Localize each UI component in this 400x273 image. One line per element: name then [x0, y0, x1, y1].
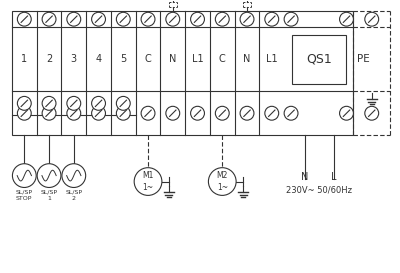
Bar — [292, 35, 346, 84]
Circle shape — [92, 12, 106, 26]
Text: 3: 3 — [71, 54, 77, 64]
Circle shape — [116, 12, 130, 26]
Text: 1: 1 — [21, 54, 27, 64]
Circle shape — [92, 96, 106, 110]
Circle shape — [365, 12, 379, 26]
Circle shape — [265, 12, 279, 26]
Circle shape — [42, 106, 56, 120]
Text: L1: L1 — [192, 54, 203, 64]
Circle shape — [284, 106, 298, 120]
Text: 4: 4 — [96, 54, 102, 64]
Circle shape — [190, 106, 204, 120]
Circle shape — [215, 106, 229, 120]
Circle shape — [265, 106, 279, 120]
Circle shape — [17, 106, 31, 120]
Circle shape — [284, 12, 298, 26]
Circle shape — [340, 106, 354, 120]
Circle shape — [42, 12, 56, 26]
Text: PE: PE — [357, 54, 370, 64]
Text: N: N — [243, 54, 251, 64]
Text: M2
1~: M2 1~ — [216, 171, 228, 192]
Circle shape — [67, 96, 81, 110]
Circle shape — [42, 96, 56, 110]
Circle shape — [116, 96, 130, 110]
Circle shape — [240, 106, 254, 120]
Circle shape — [67, 12, 81, 26]
Text: L: L — [331, 172, 337, 182]
Circle shape — [37, 164, 61, 188]
Text: 2: 2 — [46, 54, 52, 64]
Text: N: N — [169, 54, 176, 64]
Bar — [12, 11, 354, 135]
Text: 230V~ 50/60Hz: 230V~ 50/60Hz — [286, 186, 352, 195]
Circle shape — [62, 164, 86, 188]
Circle shape — [141, 106, 155, 120]
Circle shape — [215, 12, 229, 26]
Circle shape — [240, 12, 254, 26]
Circle shape — [17, 12, 31, 26]
Text: C: C — [145, 54, 152, 64]
Circle shape — [17, 96, 31, 110]
Circle shape — [141, 12, 155, 26]
Circle shape — [190, 12, 204, 26]
Text: QS1: QS1 — [306, 53, 332, 66]
Text: 5: 5 — [120, 54, 126, 64]
Text: N: N — [301, 172, 309, 182]
Circle shape — [166, 106, 180, 120]
Circle shape — [365, 106, 379, 120]
Text: M1
1~: M1 1~ — [142, 171, 154, 192]
Circle shape — [166, 12, 180, 26]
Circle shape — [208, 168, 236, 195]
Circle shape — [12, 164, 36, 188]
Text: SL/SP
2: SL/SP 2 — [65, 189, 82, 201]
Circle shape — [340, 12, 354, 26]
Circle shape — [67, 106, 81, 120]
Circle shape — [134, 168, 162, 195]
Text: SL/SP
1: SL/SP 1 — [40, 189, 58, 201]
Text: C: C — [219, 54, 226, 64]
Circle shape — [92, 106, 106, 120]
Text: SL/SP
STOP: SL/SP STOP — [16, 189, 33, 201]
Circle shape — [116, 106, 130, 120]
Text: L1: L1 — [266, 54, 278, 64]
